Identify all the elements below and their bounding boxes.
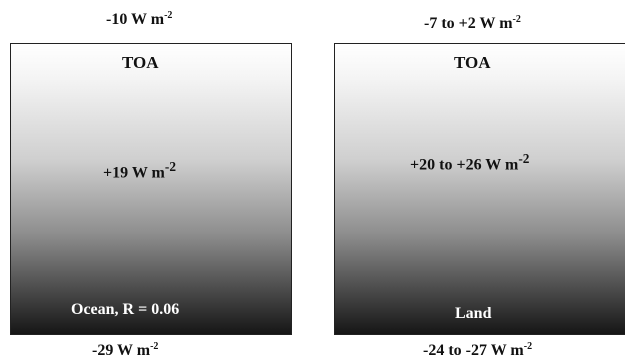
ocean-surface-flux-exponent: -2 <box>150 341 158 352</box>
land-surface-flux: -24 to -27 W m-2 <box>423 343 532 359</box>
ocean-toa-flux-value: -10 W m <box>106 11 164 28</box>
land-atmosphere-flux-value: +20 to +26 W m <box>410 156 518 173</box>
ocean-atmosphere-flux: +19 W m-2 <box>103 160 176 181</box>
ocean-surface-label: Ocean, R = 0.06 <box>71 302 179 318</box>
land-atmosphere-flux-exponent: -2 <box>518 151 529 166</box>
land-toa-flux-value: -7 to +2 W m <box>424 15 513 32</box>
ocean-surface-flux-value: -29 W m <box>92 342 150 359</box>
ocean-atmosphere-column: TOA +19 W m-2 Ocean, R = 0.06 <box>10 43 292 335</box>
ocean-atmosphere-flux-value: +19 W m <box>103 164 165 181</box>
ocean-toa-flux: -10 W m-2 <box>106 12 172 28</box>
ocean-surface-flux: -29 W m-2 <box>92 343 158 359</box>
land-toa-flux-exponent: -2 <box>513 14 521 25</box>
land-surface-flux-exponent: -2 <box>524 341 532 352</box>
ocean-atmosphere-flux-exponent: -2 <box>165 159 176 174</box>
ocean-toa-flux-exponent: -2 <box>164 10 172 21</box>
land-surface-label: Land <box>455 306 491 322</box>
ocean-toa-label: TOA <box>122 54 159 71</box>
land-toa-flux: -7 to +2 W m-2 <box>424 16 521 32</box>
land-surface-flux-value: -24 to -27 W m <box>423 342 524 359</box>
land-atmosphere-flux: +20 to +26 W m-2 <box>410 152 529 173</box>
land-atmosphere-column: TOA +20 to +26 W m-2 Land <box>334 43 625 335</box>
land-toa-label: TOA <box>454 54 491 71</box>
